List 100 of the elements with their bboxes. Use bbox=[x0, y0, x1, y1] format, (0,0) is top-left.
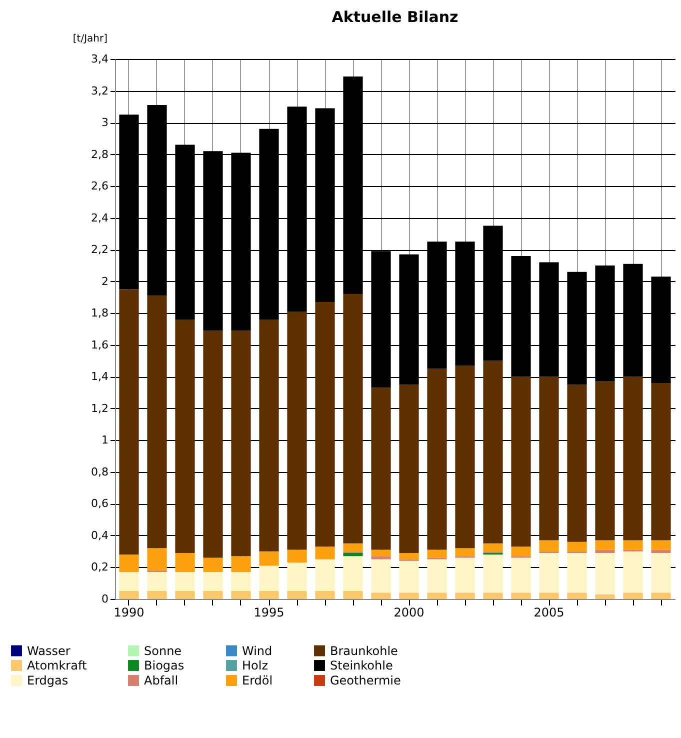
bar bbox=[539, 540, 559, 552]
bar bbox=[427, 559, 447, 593]
y-tick-label: 1,4 bbox=[91, 370, 108, 384]
bar bbox=[595, 550, 615, 553]
bar bbox=[623, 592, 643, 599]
bar bbox=[315, 302, 335, 547]
bar bbox=[287, 591, 307, 599]
x-tick-label: 1990 bbox=[114, 606, 144, 620]
bar bbox=[623, 551, 643, 593]
legend-label: Geothermie bbox=[330, 674, 401, 688]
bar bbox=[567, 592, 587, 599]
bar bbox=[595, 540, 615, 550]
bar bbox=[231, 591, 251, 599]
y-tick-label: 1,8 bbox=[91, 306, 108, 320]
bar bbox=[371, 556, 391, 560]
y-tick-label: 0,4 bbox=[91, 528, 108, 542]
y-tick-label: 1 bbox=[102, 434, 108, 447]
bar bbox=[455, 366, 475, 548]
bar bbox=[651, 383, 671, 540]
bar bbox=[287, 562, 307, 592]
bar bbox=[203, 330, 223, 558]
bar bbox=[483, 592, 503, 599]
bar bbox=[315, 559, 335, 592]
x-tick-label: 1995 bbox=[254, 606, 284, 620]
bar bbox=[455, 592, 475, 599]
legend-label: Braunkohle bbox=[330, 644, 398, 658]
y-tick-label: 2,4 bbox=[91, 211, 108, 224]
y-tick-label: 2,8 bbox=[91, 148, 108, 161]
y-tick-label: 0 bbox=[102, 592, 108, 606]
bar bbox=[371, 550, 391, 556]
y-tick-label: 1,2 bbox=[91, 402, 108, 415]
bar bbox=[119, 554, 139, 572]
y-tick-label: 3,2 bbox=[91, 84, 108, 98]
bar bbox=[567, 542, 587, 552]
bar bbox=[455, 558, 475, 593]
legend-label: Holz bbox=[242, 658, 268, 672]
bar bbox=[511, 546, 531, 556]
y-tick-label: 2 bbox=[102, 274, 108, 288]
bar bbox=[427, 368, 447, 550]
legend-label: Erdöl bbox=[242, 674, 273, 688]
bar bbox=[203, 572, 223, 592]
bar bbox=[119, 591, 139, 599]
legend-label: Sonne bbox=[144, 644, 182, 658]
bar bbox=[399, 552, 419, 560]
x-tick-label: 2000 bbox=[394, 606, 424, 620]
bar bbox=[231, 572, 251, 592]
bar bbox=[539, 552, 559, 593]
bar bbox=[175, 552, 195, 572]
bar bbox=[315, 591, 335, 599]
bar bbox=[203, 591, 223, 599]
bar bbox=[259, 319, 279, 552]
bar bbox=[287, 550, 307, 562]
bar bbox=[427, 592, 447, 599]
bar bbox=[371, 559, 391, 593]
bar bbox=[259, 551, 279, 566]
bar bbox=[147, 548, 167, 570]
bar bbox=[119, 289, 139, 555]
y-tick-label: 2,2 bbox=[91, 243, 108, 256]
bar bbox=[343, 294, 363, 544]
bar bbox=[371, 388, 391, 550]
bar bbox=[259, 591, 279, 599]
bar bbox=[539, 592, 559, 599]
bar bbox=[119, 572, 139, 592]
bar bbox=[595, 381, 615, 540]
y-tick-label: 3,4 bbox=[91, 52, 108, 66]
y-tick-label: 0,8 bbox=[91, 465, 108, 478]
bar bbox=[623, 540, 643, 550]
bar bbox=[175, 319, 195, 553]
bar bbox=[623, 376, 643, 540]
bar bbox=[483, 360, 503, 544]
legend-label: Wind bbox=[242, 644, 272, 658]
bar bbox=[259, 566, 279, 592]
bar bbox=[343, 591, 363, 599]
bar bbox=[539, 376, 559, 540]
bar bbox=[567, 552, 587, 593]
bar bbox=[511, 376, 531, 547]
legend-label: Atomkraft bbox=[27, 658, 87, 672]
bar bbox=[511, 558, 531, 593]
bar bbox=[483, 543, 503, 552]
y-tick-label: 0,6 bbox=[91, 497, 108, 510]
bar bbox=[175, 591, 195, 599]
bar bbox=[511, 592, 531, 599]
bar bbox=[567, 384, 587, 542]
bar bbox=[147, 572, 167, 592]
bar bbox=[651, 540, 671, 550]
legend-label: Erdgas bbox=[27, 674, 68, 688]
y-axis-title: [t/Jahr] bbox=[72, 34, 108, 44]
chart-title: Aktuelle Bilanz bbox=[332, 8, 459, 26]
bar bbox=[315, 546, 335, 560]
bar bbox=[343, 556, 363, 592]
bar bbox=[287, 312, 307, 550]
bar bbox=[231, 556, 251, 572]
legend-label: Abfall bbox=[144, 674, 178, 688]
bar bbox=[231, 330, 251, 556]
bar bbox=[371, 592, 391, 599]
bar bbox=[203, 558, 223, 572]
bar bbox=[399, 560, 419, 593]
bar bbox=[651, 552, 671, 593]
bar bbox=[147, 591, 167, 599]
legend-label: Wasser bbox=[27, 644, 70, 658]
